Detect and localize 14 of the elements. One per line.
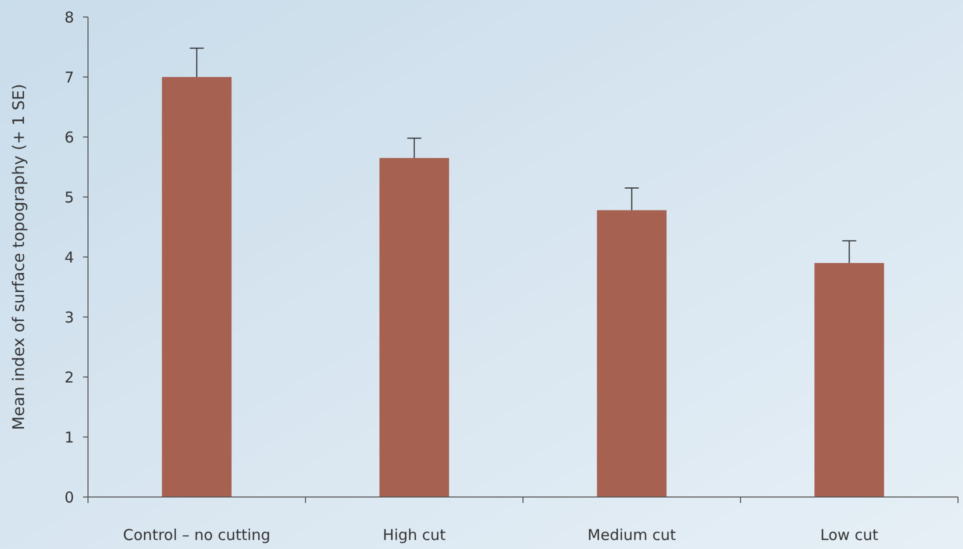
x-tick-label: Low cut [820, 526, 878, 544]
x-tick-label: Control – no cutting [123, 526, 270, 544]
x-tick-label: Medium cut [588, 526, 676, 544]
y-tick-label: 3 [64, 308, 74, 326]
y-tick-label: 7 [64, 68, 74, 86]
x-tick-label: High cut [382, 526, 446, 544]
y-tick-label: 0 [64, 488, 74, 506]
y-tick-label: 8 [64, 8, 74, 26]
y-tick-label: 6 [64, 128, 74, 146]
y-tick-label: 1 [64, 428, 74, 446]
y-tick-label: 4 [64, 248, 74, 266]
y-tick-label: 5 [64, 188, 74, 206]
y-axis-title: Mean index of surface topography (+ 1 SE) [9, 84, 28, 430]
y-tick-label: 2 [64, 368, 74, 386]
